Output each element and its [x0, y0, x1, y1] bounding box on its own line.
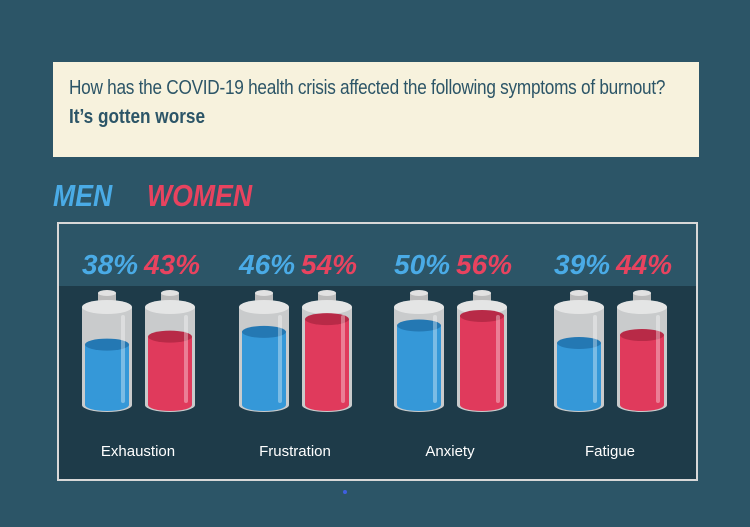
battery-top — [302, 300, 352, 314]
question-text: How has the COVID-19 health crisis affec… — [69, 77, 666, 99]
battery-fill-bottom — [620, 399, 664, 411]
battery-fill — [305, 319, 349, 405]
battery-terminal-cap — [98, 290, 116, 296]
answer-text: It’s gotten worse — [69, 106, 206, 128]
battery-terminal — [255, 293, 273, 303]
pct-label-exhaustion-women: 43% — [143, 249, 200, 280]
battery-top — [82, 300, 132, 314]
battery-fill — [242, 331, 286, 405]
battery-highlight — [433, 315, 437, 403]
battery-fill-surface — [85, 338, 129, 351]
panel-header — [59, 224, 696, 286]
pct-label-fatigue-women: 44% — [615, 249, 672, 280]
battery-terminal — [161, 293, 179, 303]
battery-fill-surface — [305, 313, 349, 326]
pct-label-fatigue-men: 39% — [554, 249, 610, 280]
question-box: How has the COVID-19 health crisis affec… — [53, 62, 699, 157]
battery-fill — [620, 335, 664, 405]
battery-frustration-women — [302, 290, 352, 412]
battery-top — [394, 300, 444, 314]
pct-label-frustration-women: 54% — [301, 249, 357, 280]
battery-fill — [397, 325, 441, 405]
battery-anxiety-women — [457, 290, 507, 412]
legend: MEN WOMEN — [53, 178, 252, 214]
battery-fill-bottom — [242, 399, 286, 411]
battery-top — [457, 300, 507, 314]
battery-terminal — [570, 293, 588, 303]
battery-fill-bottom — [397, 399, 441, 411]
category-label-frustration: Frustration — [259, 443, 331, 460]
battery-highlight — [496, 315, 500, 403]
page-dot — [343, 490, 347, 494]
battery-top — [554, 300, 604, 314]
battery-terminal-cap — [633, 290, 651, 296]
battery-highlight — [121, 315, 125, 403]
battery-exhaustion-women — [145, 290, 195, 412]
battery-fill-bottom — [557, 399, 601, 411]
battery-fill-surface — [148, 330, 192, 343]
pct-label-anxiety-men: 50% — [394, 249, 450, 280]
battery-fill — [85, 344, 129, 405]
category-label-anxiety: Anxiety — [425, 443, 475, 460]
battery-fill-bottom — [85, 399, 129, 411]
battery-top — [145, 300, 195, 314]
battery-exhaustion-men — [82, 290, 132, 412]
battery-highlight — [184, 315, 188, 403]
battery-highlight — [593, 315, 597, 403]
battery-terminal — [98, 293, 116, 303]
battery-highlight — [278, 315, 282, 403]
legend-men: MEN — [53, 178, 113, 213]
battery-terminal-cap — [410, 290, 428, 296]
battery-frustration-men — [239, 290, 289, 412]
battery-fatigue-women — [617, 290, 667, 412]
pct-label-exhaustion-men: 38% — [82, 249, 138, 280]
category-label-exhaustion: Exhaustion — [101, 443, 175, 460]
battery-highlight — [341, 315, 345, 403]
battery-fill-bottom — [148, 399, 192, 411]
battery-fill-surface — [557, 336, 601, 349]
battery-fill-surface — [460, 309, 504, 322]
battery-terminal-cap — [473, 290, 491, 296]
battery-fill-bottom — [460, 399, 504, 411]
battery-terminal — [633, 293, 651, 303]
battery-fill — [460, 315, 504, 405]
battery-terminal-cap — [570, 290, 588, 296]
battery-terminal-cap — [255, 290, 273, 296]
battery-fill-surface — [397, 319, 441, 332]
battery-fill-surface — [242, 325, 286, 338]
legend-women: WOMEN — [147, 178, 253, 213]
battery-top — [617, 300, 667, 314]
battery-terminal — [473, 293, 491, 303]
battery-terminal-cap — [318, 290, 336, 296]
pct-label-anxiety-women: 56% — [456, 249, 512, 280]
battery-fatigue-men — [554, 290, 604, 412]
battery-terminal — [410, 293, 428, 303]
battery-highlight — [656, 315, 660, 403]
category-label-fatigue: Fatigue — [585, 443, 635, 460]
battery-top — [239, 300, 289, 314]
battery-fill-surface — [620, 329, 664, 342]
battery-fill — [148, 336, 192, 405]
battery-terminal-cap — [161, 290, 179, 296]
battery-fill-bottom — [305, 399, 349, 411]
battery-fill — [557, 342, 601, 405]
pct-label-frustration-men: 46% — [238, 249, 295, 280]
battery-anxiety-men — [394, 290, 444, 412]
battery-terminal — [318, 293, 336, 303]
